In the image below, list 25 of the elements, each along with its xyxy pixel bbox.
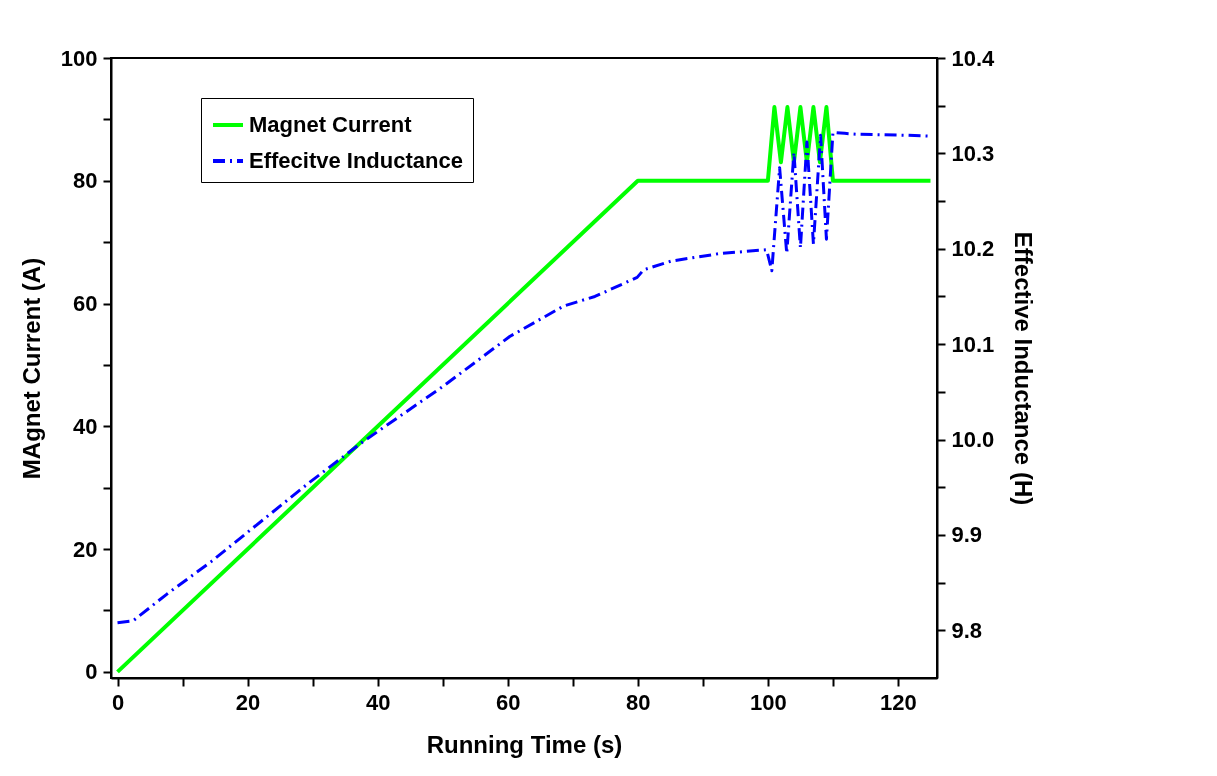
- x-tick-label: 80: [626, 689, 651, 715]
- x-tick-label: 40: [365, 689, 391, 715]
- y2-tick-label: 9.8: [951, 617, 983, 643]
- y-axis-title: MAgnet Current (A): [17, 257, 45, 480]
- y2-tick-label: 9.9: [951, 522, 983, 548]
- y-tick-label: 80: [73, 168, 98, 194]
- y2-axis-title: Effective Inductance (H): [1010, 231, 1038, 506]
- x-tick-label: 120: [880, 689, 917, 715]
- y-tick-label: 40: [73, 413, 98, 439]
- y-tick-label: 60: [73, 291, 98, 317]
- x-axis-title: Running Time (s): [426, 730, 623, 758]
- y2-tick-label: 10.1: [951, 331, 995, 357]
- y-tick-label: 20: [73, 536, 98, 562]
- x-tick-label: 60: [496, 689, 521, 715]
- y2-tick-label: 10.4: [951, 45, 996, 71]
- y2-tick-label: 10.2: [951, 236, 995, 262]
- x-tick-label: 20: [235, 689, 261, 715]
- y2-tick-label: 10.0: [951, 427, 995, 453]
- x-tick-label: 0: [111, 689, 125, 715]
- legend-label: Magnet Current: [249, 112, 413, 137]
- y-tick-label: 100: [60, 45, 98, 71]
- x-tick-label: 100: [750, 689, 787, 715]
- y2-tick-label: 10.3: [951, 140, 995, 166]
- y-tick-label: 0: [85, 659, 98, 685]
- legend-label: Effecitve Inductance: [249, 148, 463, 173]
